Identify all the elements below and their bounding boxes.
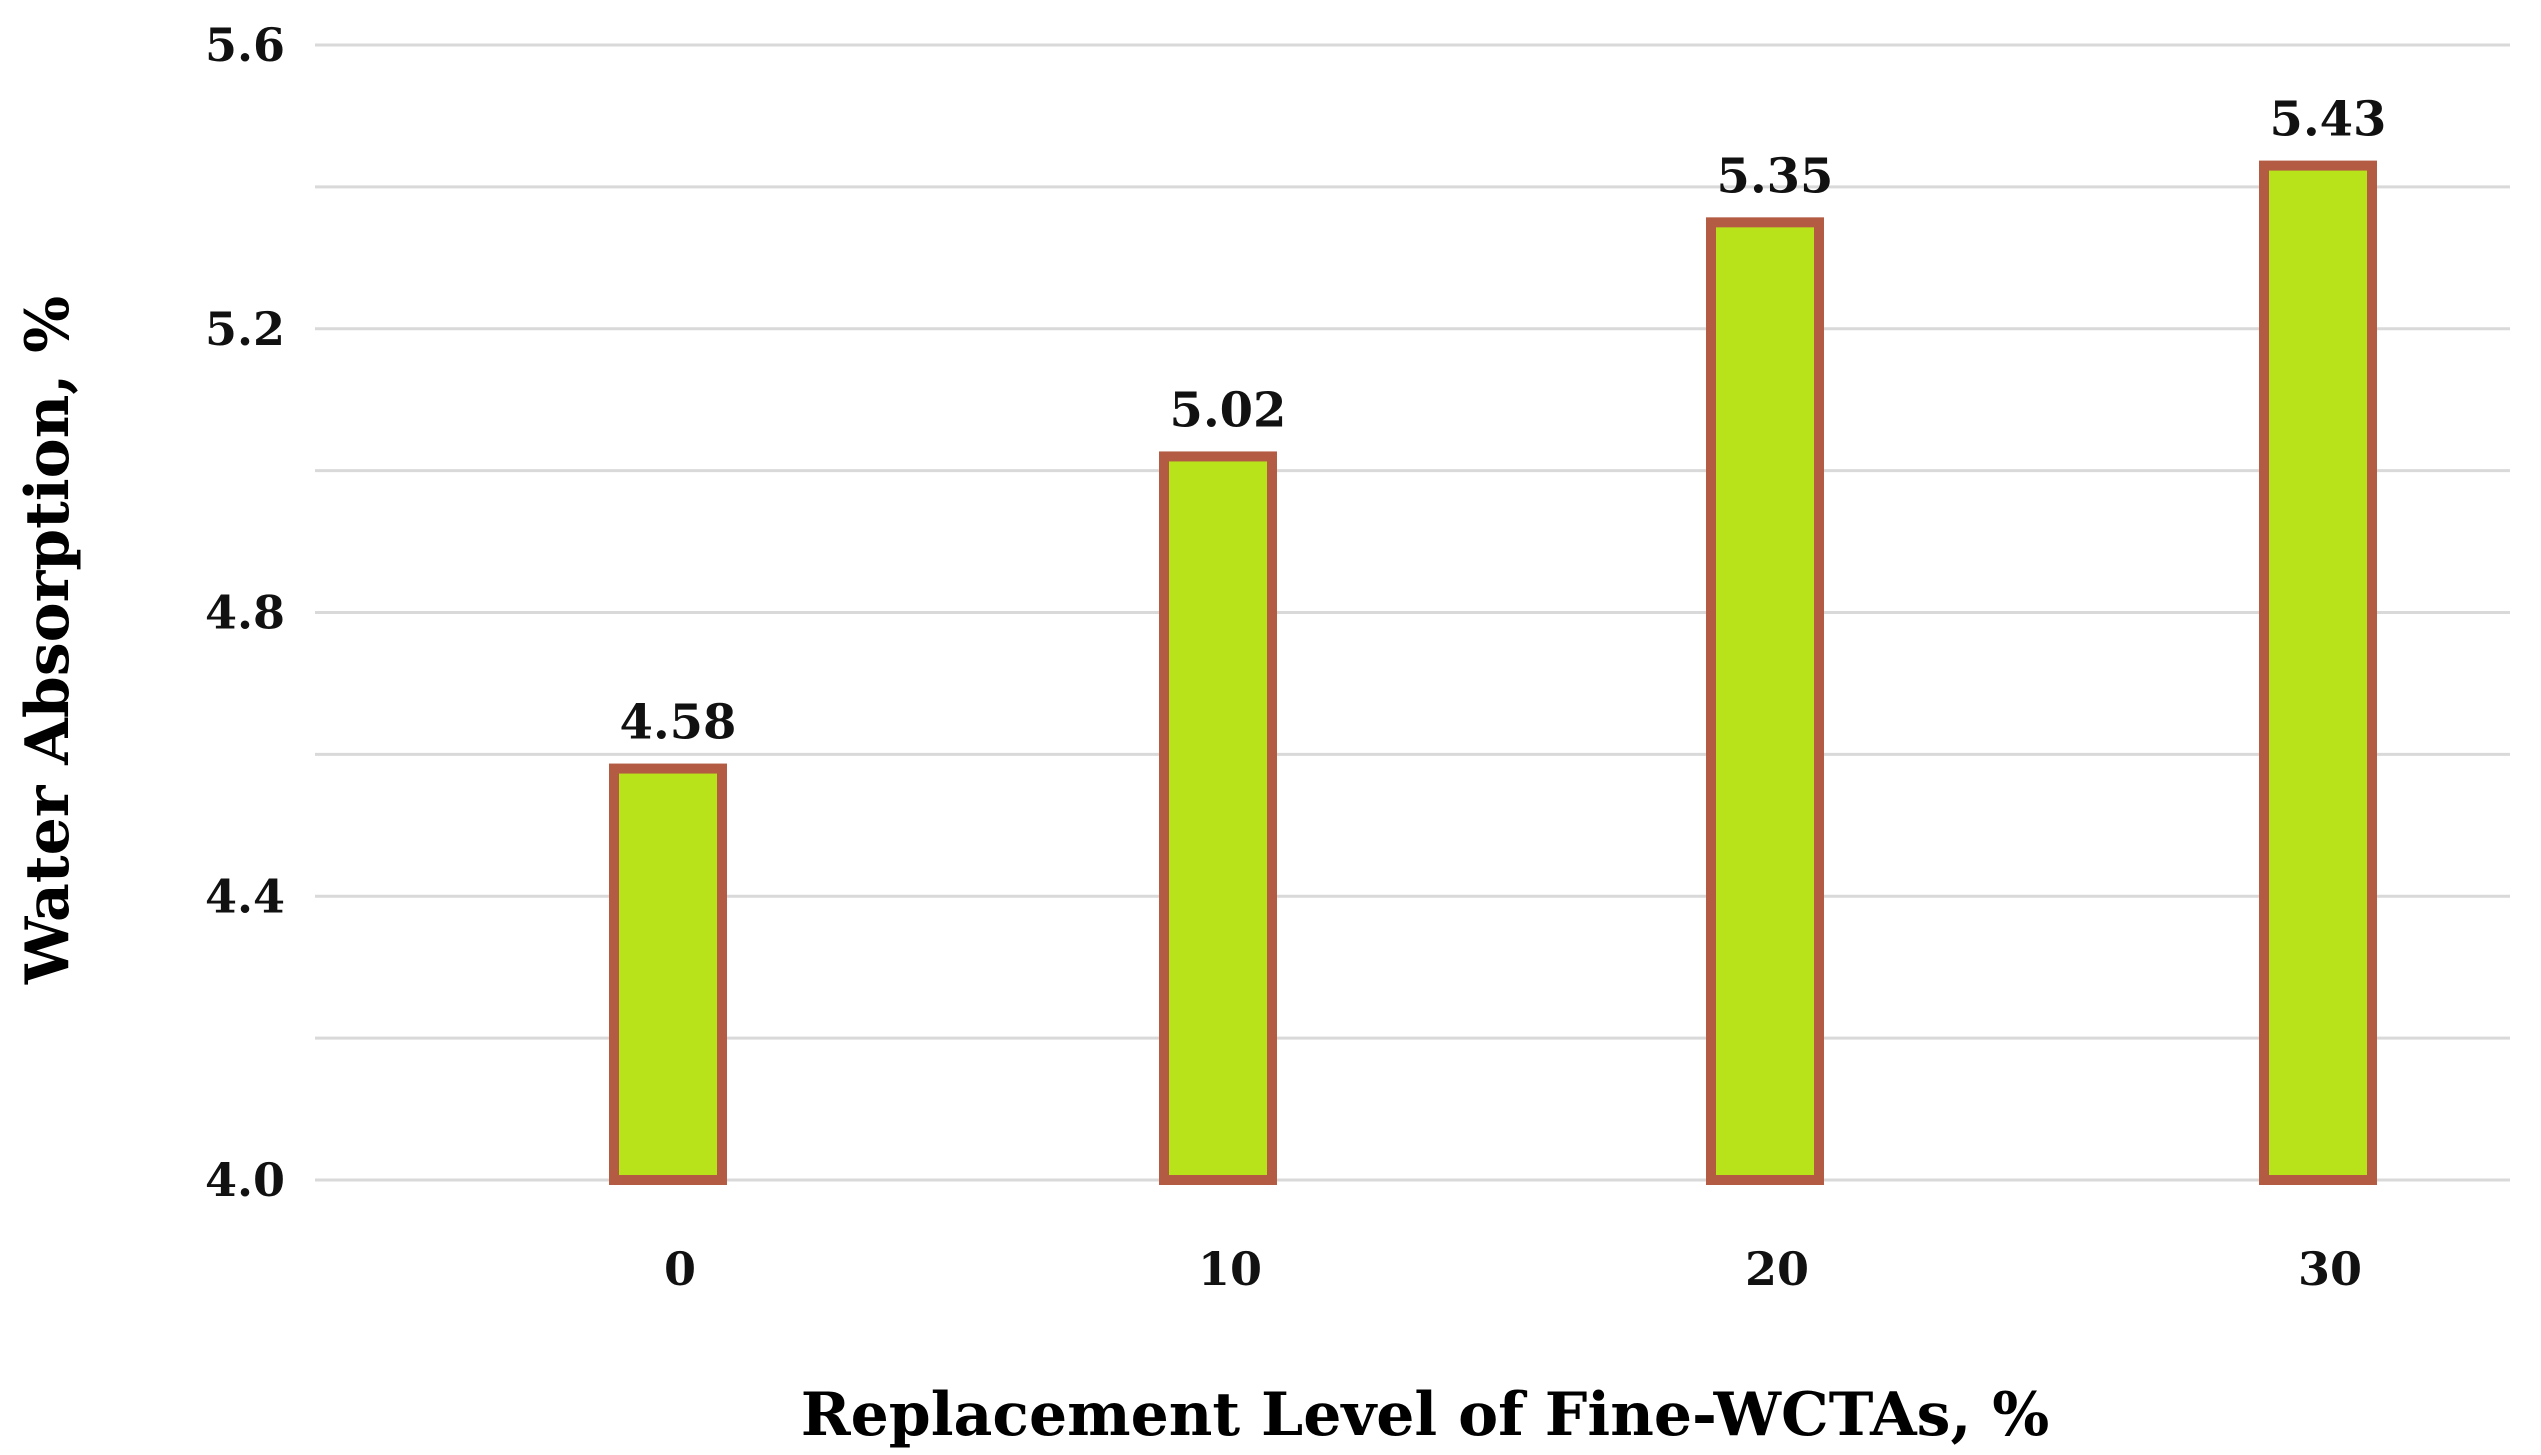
y-tick-label: 4.8	[205, 586, 285, 640]
data-labels: 4.58 5.02 5.35 5.43	[620, 92, 2387, 751]
y-axis-title: Water Absorption, %	[13, 296, 83, 985]
bar	[1159, 451, 1277, 1185]
y-tick-label: 4.4	[205, 869, 285, 923]
bar	[1706, 217, 1824, 1185]
x-axis-title: Replacement Level of Fine-WCTAs, %	[801, 1380, 2050, 1450]
x-tick-label: 20	[1745, 1242, 1809, 1296]
bar	[2259, 160, 2377, 1185]
x-axis-ticks: 0 10 20 30	[664, 1242, 2362, 1296]
x-tick-label: 10	[1198, 1242, 1262, 1296]
bars	[609, 160, 2377, 1185]
data-label: 5.02	[1170, 382, 1287, 438]
y-axis-ticks: 4.0 4.4 4.8 5.2 5.6	[205, 18, 285, 1207]
bar	[609, 763, 727, 1185]
y-tick-label: 4.0	[205, 1153, 285, 1207]
y-tick-label: 5.2	[205, 302, 285, 356]
data-label: 5.35	[1717, 148, 1834, 204]
x-tick-label: 30	[2298, 1242, 2362, 1296]
y-tick-label: 5.6	[205, 18, 285, 72]
data-label: 5.43	[2270, 92, 2387, 148]
data-label: 4.58	[620, 695, 737, 751]
x-tick-label: 0	[664, 1242, 696, 1296]
